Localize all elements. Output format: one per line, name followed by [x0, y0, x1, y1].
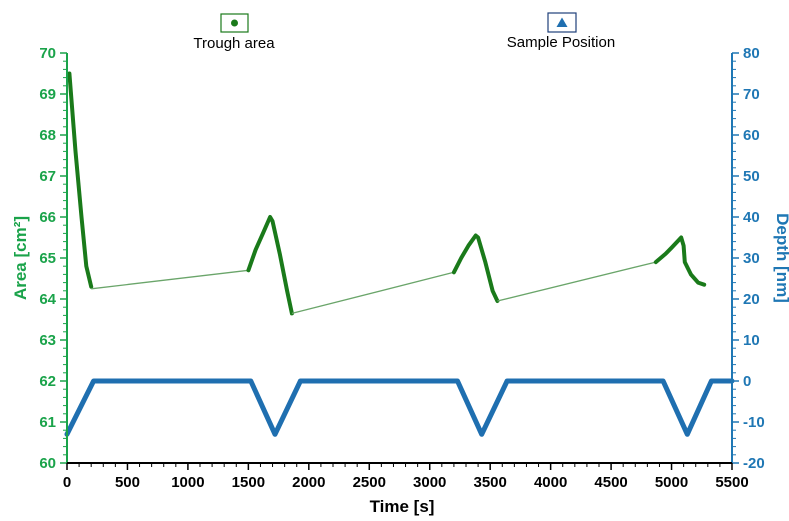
left-tick-label: 64	[39, 291, 56, 308]
legend-item-trough-area[interactable]: Trough area	[193, 13, 275, 52]
x-axis-title: Time [s]	[370, 497, 435, 516]
x-tick-label: 3000	[413, 474, 446, 491]
left-tick-label: 61	[39, 414, 56, 431]
left-tick-label: 68	[39, 127, 56, 144]
right-tick-label: 60	[743, 127, 760, 144]
right-tick-label: 80	[743, 45, 760, 62]
trough-area-line	[451, 233, 500, 303]
x-tick-label: 1000	[171, 474, 204, 491]
right-tick-label: -20	[743, 455, 765, 472]
x-tick-label: 2500	[353, 474, 386, 491]
x-tick-label: 4000	[534, 474, 567, 491]
trough-area-connector-line	[91, 269, 249, 290]
x-tick-label: 5500	[715, 474, 748, 491]
right-tick-label: 0	[743, 373, 751, 390]
left-tick-label: 67	[39, 168, 56, 185]
legend-marker-triangle-icon	[556, 17, 568, 27]
x-tick-label: 0	[63, 474, 71, 491]
x-tick-label: 1500	[232, 474, 265, 491]
trough-area-line	[67, 71, 94, 289]
trough-area-connector-line	[291, 271, 455, 315]
x-tick-label: 3500	[473, 474, 506, 491]
legend-marker-circle-icon	[231, 19, 238, 27]
left-tick-label: 62	[39, 373, 56, 390]
trough-area-line	[246, 215, 294, 316]
left-tick-label: 70	[39, 45, 56, 62]
right-tick-label: 30	[743, 250, 760, 267]
left-tick-label: 63	[39, 332, 56, 349]
trough-area-connector-line	[497, 261, 656, 302]
trough-area-line	[653, 235, 707, 287]
right-axis-title: Depth [nm]	[773, 213, 789, 303]
right-tick-label: 20	[743, 291, 760, 308]
x-tick-label: 2000	[292, 474, 325, 491]
left-tick-label: 65	[39, 250, 56, 267]
left-tick-label: 60	[39, 455, 56, 472]
left-axis-title: Area [cm²]	[11, 216, 30, 300]
x-tick-label: 4500	[594, 474, 627, 491]
right-tick-label: 70	[743, 86, 760, 103]
legend: Trough area Sample Position	[193, 12, 615, 52]
right-tick-label: 40	[743, 209, 760, 226]
legend-item-sample-position[interactable]: Sample Position	[507, 12, 615, 51]
right-tick-label: -10	[743, 414, 765, 431]
left-tick-label: 69	[39, 86, 56, 103]
x-tick-label: 500	[115, 474, 140, 491]
x-tick-label: 5000	[655, 474, 688, 491]
left-tick-label: 66	[39, 209, 56, 226]
sample-position-line	[64, 378, 735, 437]
right-tick-label: 10	[743, 332, 760, 349]
legend-label-sample-position: Sample Position	[507, 34, 615, 51]
right-tick-label: 50	[743, 168, 760, 185]
legend-label-trough-area: Trough area	[193, 35, 275, 52]
